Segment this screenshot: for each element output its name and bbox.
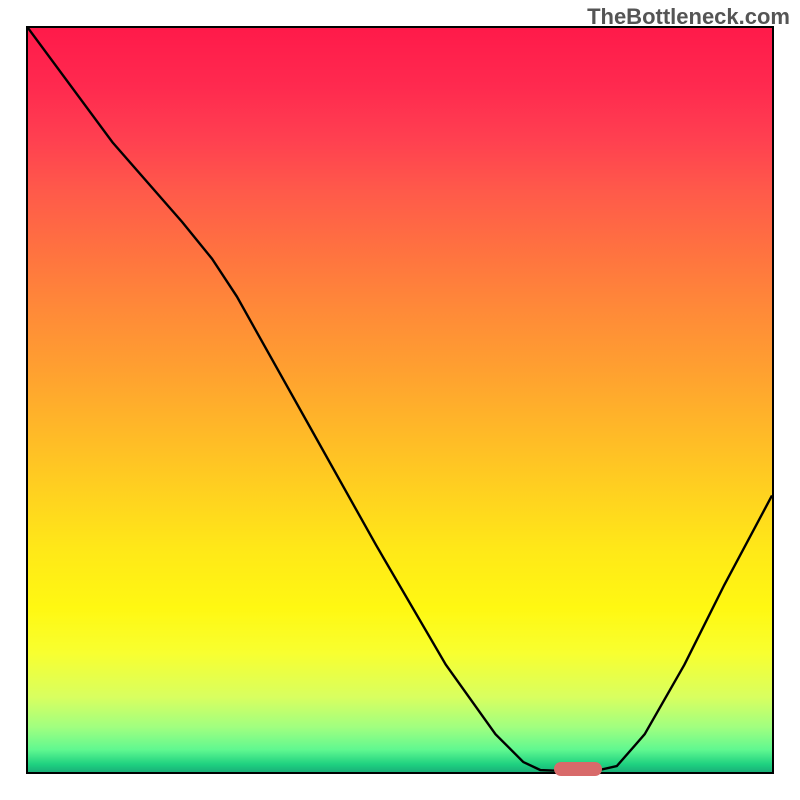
plot-area <box>26 26 774 774</box>
watermark-text: TheBottleneck.com <box>587 4 790 30</box>
optimal-marker <box>554 762 602 776</box>
curve-svg <box>28 28 772 772</box>
bottleneck-curve <box>28 28 772 771</box>
